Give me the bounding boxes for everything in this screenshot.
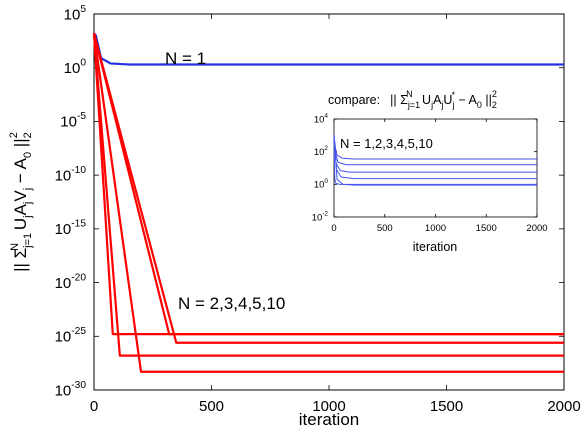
main-y-tick-label: 10-20	[55, 272, 87, 292]
inset-x-tick-label: 1000	[425, 223, 446, 234]
main-y-tick-label: 105	[64, 4, 87, 24]
inset-y-tick-label: 104	[314, 113, 329, 126]
main-y-tick-label: 10-25	[55, 326, 87, 346]
inset-chart: compare: || Σj=1N UjAjUj* − A0 ||22 0 500 1…	[312, 89, 548, 254]
main-series-line	[92, 33, 564, 357]
inset-x-tick-label: 0	[331, 223, 336, 234]
inset-series	[333, 135, 537, 186]
inset-y-tick-label: 102	[314, 145, 329, 158]
inset-annotation: N = 1,2,3,4,5,10	[340, 136, 433, 151]
inset-ticks: 0 500 1000 1500 2000 104 102 100 10-2	[312, 113, 548, 234]
main-series-line	[92, 33, 564, 373]
main-series-line	[92, 33, 564, 344]
main-y-axis-label: || Σj=1N UjAjVj − A0 ||22	[8, 132, 34, 272]
main-x-tick-label: 500	[199, 398, 224, 415]
inset-y-tick-label: 10-2	[312, 211, 329, 224]
main-series-line	[92, 33, 564, 336]
inset-series-line	[333, 135, 537, 185]
main-y-tick-label: 10-10	[55, 165, 87, 185]
inset-x-tick-label: 1500	[476, 223, 497, 234]
inset-x-tick-label: 500	[377, 223, 393, 234]
inset-x-axis-label: iteration	[413, 240, 458, 254]
inset-title: compare: || Σj=1N UjAjUj* − A0 ||22	[328, 89, 497, 110]
main-y-tick-label: 10-5	[60, 111, 86, 131]
main-ticks: 0 500 1000 1500 200010510010-510-1010-1510-2…	[55, 4, 581, 415]
annotation-n-multi: N = 2,3,4,5,10	[178, 294, 285, 313]
annotation-n1: N = 1	[165, 49, 206, 68]
main-x-tick-label: 0	[90, 398, 98, 415]
main-y-tick-label: 10-30	[55, 380, 87, 400]
main-x-tick-label: 1000	[312, 398, 345, 415]
main-x-tick-label: 2000	[547, 398, 580, 415]
main-y-tick-label: 100	[64, 57, 87, 77]
inset-plot-frame	[333, 118, 538, 218]
inset-x-tick-label: 2000	[526, 223, 547, 234]
main-x-tick-label: 1500	[430, 398, 463, 415]
main-series	[92, 32, 564, 373]
inset-y-tick-label: 100	[314, 178, 329, 191]
main-y-tick-label: 10-15	[55, 219, 87, 239]
main-x-axis-label: iteration	[299, 410, 359, 429]
